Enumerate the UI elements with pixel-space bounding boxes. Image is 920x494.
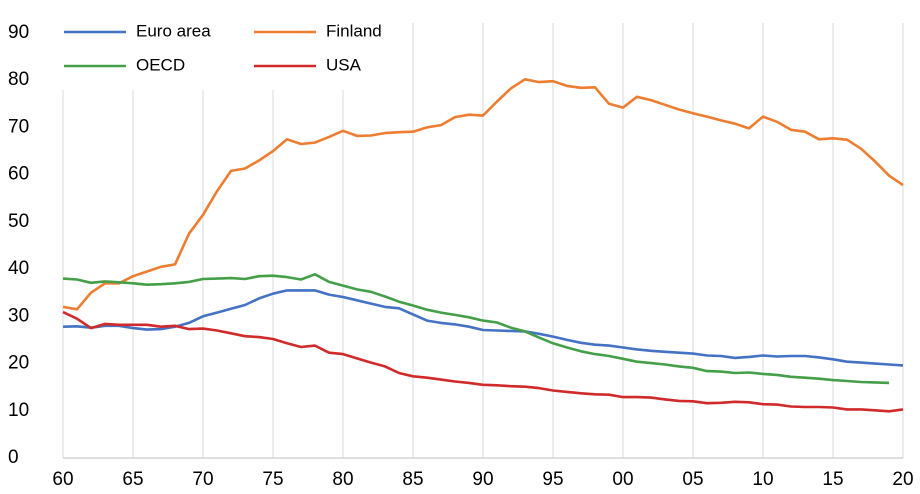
- x-tick-label: 75: [262, 469, 283, 490]
- x-tick-label: 85: [402, 469, 423, 490]
- y-tick-label: 60: [8, 164, 29, 185]
- y-tick-label: 90: [8, 22, 29, 43]
- legend-label: USA: [326, 55, 362, 74]
- series-line: [62, 78, 904, 311]
- x-tick-label: 20: [892, 469, 913, 490]
- series-line: [62, 289, 904, 367]
- x-tick-label: 15: [822, 469, 843, 490]
- x-tick-label: 10: [752, 469, 773, 490]
- x-tick-label: 95: [542, 469, 563, 490]
- x-tick-label: 00: [612, 469, 633, 490]
- legend-box: [50, 12, 390, 90]
- y-tick-label: 20: [8, 353, 29, 374]
- x-tick-label: 70: [192, 469, 213, 490]
- y-tick-label: 50: [8, 211, 29, 232]
- y-tick-label: 80: [8, 69, 29, 90]
- y-tick-label: 10: [8, 400, 29, 421]
- legend-label: Euro area: [136, 21, 211, 40]
- legend-label: OECD: [136, 55, 185, 74]
- y-tick-label: 0: [8, 447, 19, 468]
- x-tick-label: 60: [52, 469, 73, 490]
- x-tick-label: 80: [332, 469, 353, 490]
- y-tick-label: 30: [8, 305, 29, 326]
- series-line: [62, 310, 904, 413]
- legend: Euro area Finland OECD USA: [50, 12, 390, 90]
- y-tick-label: 70: [8, 116, 29, 137]
- y-tick-label: 40: [8, 258, 29, 279]
- x-tick-label: 05: [682, 469, 703, 490]
- x-tick-label: 90: [472, 469, 493, 490]
- series-line: [62, 273, 890, 385]
- x-tick-label: 65: [122, 469, 143, 490]
- legend-label: Finland: [326, 21, 382, 40]
